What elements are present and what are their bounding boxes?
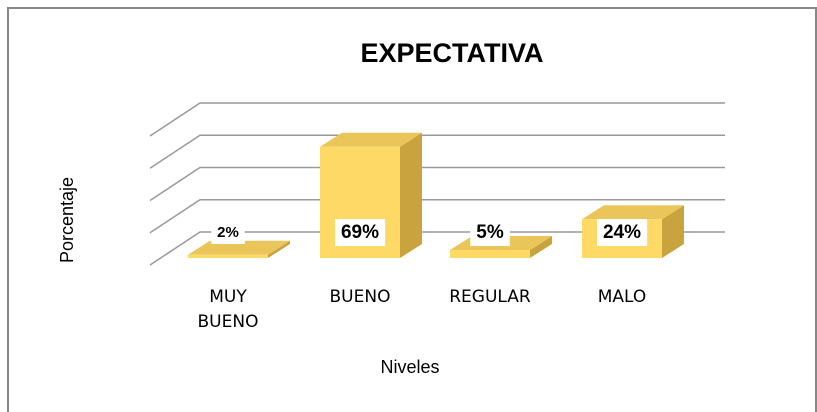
data-label-box — [334, 219, 386, 247]
y-axis-label: Porcentaje — [57, 177, 77, 263]
grid-line — [149, 134, 725, 169]
x-tick-label: MUY BUENO — [197, 287, 259, 332]
data-label: 2% — [217, 224, 239, 241]
bar-top — [582, 205, 684, 220]
data-label-box — [470, 219, 510, 247]
bar-top — [188, 240, 290, 255]
chart-title: EXPECTATIVA — [360, 38, 543, 68]
data-label-box — [596, 219, 648, 247]
x-tick-label: BUENO — [329, 287, 391, 307]
bar-front — [188, 254, 268, 258]
bar-front — [450, 249, 530, 258]
bar-top — [320, 132, 422, 147]
bar — [188, 240, 290, 258]
x-axis-label: Niveles — [380, 357, 439, 377]
data-label-box — [211, 220, 245, 244]
x-tick-label: MALO — [597, 287, 647, 307]
data-label: 24% — [603, 222, 641, 243]
grid-line — [149, 199, 725, 234]
bar-side — [268, 240, 290, 258]
data-label: 5% — [476, 222, 504, 243]
grid-line — [149, 166, 725, 202]
data-label: 69% — [341, 222, 379, 243]
bar-side — [530, 235, 552, 258]
grid-line — [149, 231, 725, 266]
grid-line — [149, 102, 725, 137]
bar-side — [662, 205, 684, 258]
bar-side — [400, 132, 422, 258]
x-tick-label: REGULAR — [449, 287, 531, 307]
